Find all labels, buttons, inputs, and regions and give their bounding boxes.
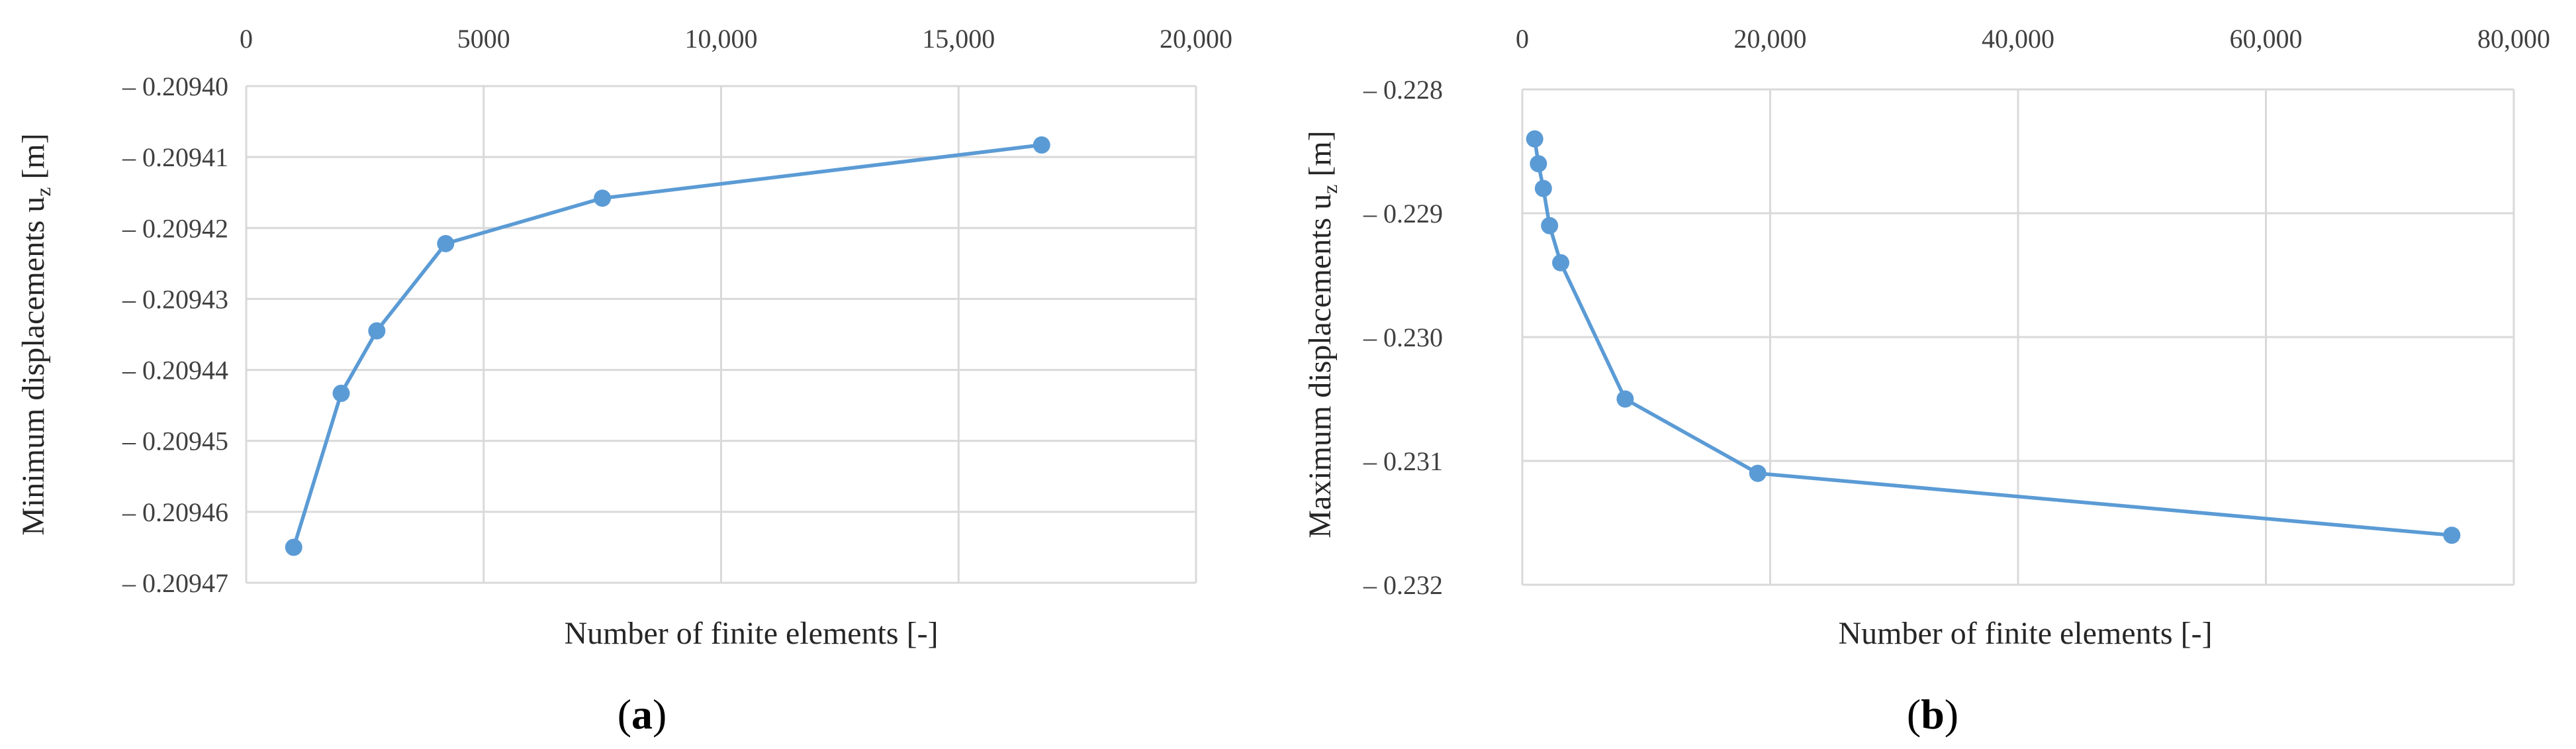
- x-tick-label-b-1: 20,000: [1734, 24, 1807, 54]
- x-gridlines-b: [1521, 89, 2515, 585]
- y-tick-label-b-1: – 0.229: [1363, 199, 1443, 228]
- data-point-b-2: [1534, 179, 1552, 197]
- panel-label-a: (a): [618, 691, 667, 738]
- x-axis-title-b: Number of finite elements [-]: [1838, 616, 2212, 651]
- x-tick-label-b-2: 40,000: [1982, 24, 2054, 54]
- data-point-b-7: [2443, 526, 2461, 544]
- y-tick-label-a-1: – 0.20941: [122, 142, 228, 172]
- y-axis-title-a: Minimum displacements uz [m]: [16, 133, 55, 535]
- y-tick-label-b-2: – 0.230: [1363, 323, 1443, 352]
- data-point-b-4: [1552, 254, 1570, 272]
- data-point-b-1: [1530, 155, 1547, 173]
- data-point-b-5: [1616, 390, 1634, 408]
- y-tick-label-b-3: – 0.231: [1363, 446, 1443, 476]
- y-tick-label-b-0: – 0.228: [1363, 75, 1443, 105]
- y-tick-label-b-4: – 0.232: [1363, 570, 1443, 600]
- data-point-a-3: [437, 234, 455, 252]
- x-tick-label-b-3: 60,000: [2230, 24, 2303, 54]
- data-point-a-2: [368, 322, 386, 340]
- series-line-a: [292, 143, 1042, 548]
- panel-label-b: (b): [1907, 691, 1958, 738]
- x-tick-labels-b: 0 20,000 40,000 60,000 80,000: [1516, 24, 2550, 54]
- y-tick-labels-b: – 0.228 – 0.229 – 0.230 – 0.231 – 0.232: [1363, 75, 1443, 600]
- y-tick-labels-a: – 0.20940 – 0.20941 – 0.20942 – 0.20943 – 0.…: [122, 72, 228, 598]
- x-axis-title-a: Number of finite elements [-]: [564, 616, 938, 651]
- y-tick-label-a-7: – 0.20947: [122, 568, 228, 598]
- x-tick-labels-a: 0 5000 10,000 15,000 20,000: [240, 24, 1232, 54]
- y-axis-title-b: Maximum displacements uz [m]: [1303, 130, 1342, 538]
- y-tick-label-a-5: – 0.20945: [122, 426, 228, 456]
- data-point-a-1: [332, 384, 350, 402]
- data-points-b: [1526, 130, 2461, 544]
- x-tick-label-a-0: 0: [240, 24, 253, 54]
- data-point-b-0: [1526, 130, 1543, 148]
- x-tick-label-a-2: 10,000: [685, 24, 758, 54]
- chart-panel-a: 0 5000 10,000 15,000 20,000 – 0.20940– 0.209…: [16, 24, 1232, 738]
- x-tick-label-a-3: 15,000: [922, 24, 995, 54]
- x-tick-label-a-1: 5000: [457, 24, 510, 54]
- data-points-a: [285, 136, 1050, 556]
- x-tick-label-a-4: 20,000: [1160, 24, 1232, 54]
- data-point-a-0: [285, 538, 302, 556]
- chart-panel-b: 0 20,000 40,000 60,000 80,000 – 0.228 – 0.229…: [1303, 24, 2550, 738]
- y-tick-label-a-3: – 0.20943: [122, 284, 228, 314]
- y-tick-label-a-4: – 0.20944: [122, 356, 228, 385]
- x-tick-label-b-4: 80,000: [2477, 24, 2550, 54]
- x-gridlines-a: [245, 86, 1197, 583]
- y-tick-label-a-0: – 0.20940: [122, 72, 228, 101]
- x-tick-label-b-0: 0: [1516, 24, 1529, 54]
- data-point-a-4: [594, 189, 612, 207]
- data-point-b-3: [1541, 217, 1559, 234]
- y-tick-label-a-2: – 0.20942: [122, 213, 228, 243]
- data-point-a-5: [1033, 136, 1050, 154]
- data-point-b-6: [1749, 464, 1767, 482]
- y-tick-label-a-6: – 0.20946: [122, 497, 228, 527]
